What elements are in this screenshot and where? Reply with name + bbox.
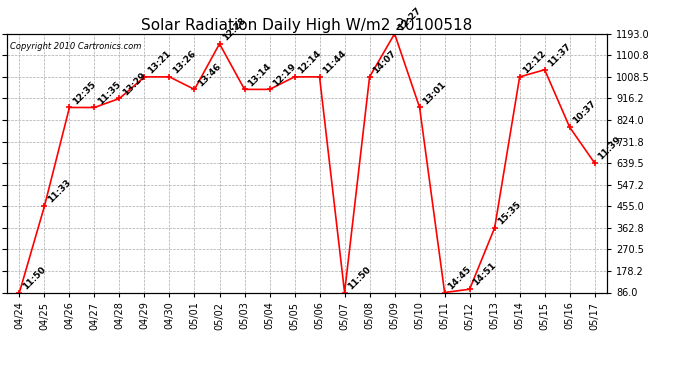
Text: 13:29: 13:29 bbox=[121, 70, 148, 97]
Title: Solar Radiation Daily High W/m2 20100518: Solar Radiation Daily High W/m2 20100518 bbox=[141, 18, 473, 33]
Text: 12:19: 12:19 bbox=[271, 61, 297, 88]
Text: Copyright 2010 Cartronics.com: Copyright 2010 Cartronics.com bbox=[10, 42, 141, 51]
Text: 12:14: 12:14 bbox=[296, 49, 323, 75]
Text: 14:07: 14:07 bbox=[371, 49, 397, 75]
Text: 15:35: 15:35 bbox=[496, 200, 522, 226]
Text: 10:37: 10:37 bbox=[571, 99, 598, 126]
Text: 12:12: 12:12 bbox=[521, 49, 548, 75]
Text: 11:44: 11:44 bbox=[321, 49, 348, 75]
Text: 13:46: 13:46 bbox=[196, 61, 223, 88]
Text: 11:50: 11:50 bbox=[346, 265, 373, 291]
Text: 11:50: 11:50 bbox=[21, 265, 48, 291]
Text: 12:28: 12:28 bbox=[221, 16, 248, 42]
Text: 13:01: 13:01 bbox=[421, 80, 448, 106]
Text: 11:33: 11:33 bbox=[46, 178, 72, 205]
Text: 14:45: 14:45 bbox=[446, 264, 473, 291]
Text: 13:14: 13:14 bbox=[246, 61, 273, 88]
Text: 14:51: 14:51 bbox=[471, 261, 497, 288]
Text: 13:21: 13:21 bbox=[146, 49, 172, 75]
Text: 11:37: 11:37 bbox=[546, 42, 573, 68]
Text: 12:27: 12:27 bbox=[396, 6, 423, 32]
Text: 11:39: 11:39 bbox=[596, 135, 623, 162]
Text: 13:26: 13:26 bbox=[171, 49, 197, 75]
Text: 11:35: 11:35 bbox=[96, 80, 122, 106]
Text: 12:35: 12:35 bbox=[71, 80, 97, 106]
